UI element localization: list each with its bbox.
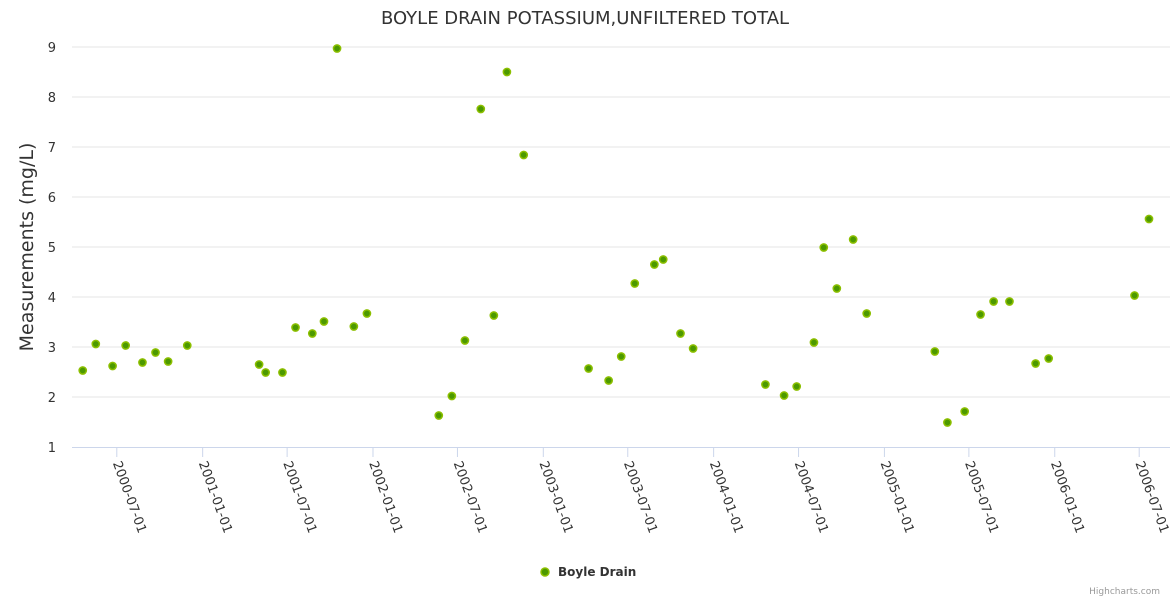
data-point[interactable] [930, 347, 940, 356]
data-point[interactable] [502, 67, 512, 77]
data-point[interactable] [989, 297, 998, 306]
x-tick-label: 2002-01-01 [365, 459, 405, 535]
data-point[interactable] [604, 376, 613, 385]
data-point[interactable] [476, 104, 486, 114]
data-point[interactable] [616, 352, 626, 361]
data-point[interactable] [291, 323, 300, 332]
x-tick-label: 2002-07-01 [450, 459, 490, 535]
data-point[interactable] [650, 260, 659, 269]
legend-marker [540, 567, 550, 577]
x-tick-label: 2005-07-01 [961, 459, 1001, 535]
data-point[interactable] [1005, 297, 1014, 306]
data-point[interactable] [278, 368, 287, 377]
data-point[interactable] [1144, 214, 1154, 224]
data-point[interactable] [434, 411, 444, 420]
data-point[interactable] [319, 317, 329, 326]
data-point[interactable] [254, 360, 264, 369]
x-tick-label: 2000-07-01 [109, 459, 149, 535]
x-tick-label: 2006-07-01 [1131, 459, 1170, 535]
data-point[interactable] [676, 329, 685, 338]
data-point[interactable] [584, 364, 593, 373]
data-point[interactable] [489, 311, 499, 320]
y-tick-label: 6 [48, 191, 56, 206]
chart-title: BOYLE DRAIN POTASSIUM,UNFILTERED TOTAL [381, 8, 789, 29]
x-tick-label: 2001-07-01 [279, 459, 319, 535]
data-point[interactable] [960, 407, 970, 416]
credits-link[interactable]: Highcharts.com [1089, 587, 1160, 597]
data-point[interactable] [779, 391, 789, 400]
series-boyle-drain [78, 44, 1154, 427]
x-tick-label: 2003-01-01 [536, 459, 576, 535]
data-point[interactable] [349, 322, 359, 331]
x-tick-label: 2006-01-01 [1047, 459, 1087, 535]
data-point[interactable] [447, 391, 457, 401]
data-point[interactable] [761, 380, 770, 389]
x-tick-label: 2003-07-01 [620, 459, 660, 535]
y-tick-label: 3 [48, 341, 56, 356]
y-tick-label: 4 [48, 291, 56, 306]
y-tick-label: 7 [48, 141, 56, 156]
y-tick-label: 9 [48, 41, 56, 56]
data-point[interactable] [138, 358, 147, 367]
data-point[interactable] [688, 344, 698, 353]
data-point[interactable] [862, 309, 872, 318]
data-point[interactable] [108, 361, 117, 371]
data-point[interactable] [182, 341, 192, 350]
data-point[interactable] [832, 284, 842, 293]
data-point[interactable] [1031, 359, 1040, 368]
data-point[interactable] [976, 310, 985, 319]
data-point[interactable] [362, 309, 372, 318]
data-point[interactable] [261, 368, 271, 377]
legend-label: Boyle Drain [558, 565, 636, 579]
legend-item-boyle-drain[interactable]: Boyle Drain [540, 565, 636, 579]
x-tick-label: 2004-01-01 [706, 459, 746, 535]
y-axis-ticks: 1 2 3 4 5 6 7 8 9 [48, 41, 56, 456]
gridlines [72, 46, 1170, 398]
y-axis-label: Measurements (mg/L) [16, 143, 38, 352]
x-tick-label: 2001-01-01 [195, 459, 235, 535]
data-point[interactable] [658, 255, 668, 264]
y-tick-label: 5 [48, 241, 56, 256]
y-tick-label: 8 [48, 91, 56, 106]
y-tick-label: 2 [48, 391, 56, 406]
data-point[interactable] [943, 418, 952, 427]
data-point[interactable] [1130, 291, 1139, 300]
data-point[interactable] [819, 243, 829, 252]
data-point[interactable] [460, 336, 470, 345]
data-point[interactable] [163, 357, 173, 366]
data-point[interactable] [78, 366, 88, 375]
x-tick-label: 2004-07-01 [791, 459, 831, 535]
data-point[interactable] [848, 235, 858, 244]
data-point[interactable] [809, 338, 819, 347]
data-point[interactable] [332, 44, 342, 53]
x-tick-label: 2005-01-01 [877, 459, 917, 535]
x-axis: 2000-07-01 2001-01-01 2001-07-01 2002-01-01… [72, 447, 1170, 535]
y-tick-label: 1 [48, 441, 56, 456]
data-point[interactable] [792, 382, 802, 391]
data-point[interactable] [1044, 354, 1054, 363]
data-point[interactable] [519, 150, 529, 160]
data-point[interactable] [307, 329, 317, 338]
data-point[interactable] [91, 339, 101, 349]
data-point[interactable] [151, 348, 160, 357]
data-point[interactable] [121, 341, 131, 350]
data-point[interactable] [630, 279, 640, 288]
